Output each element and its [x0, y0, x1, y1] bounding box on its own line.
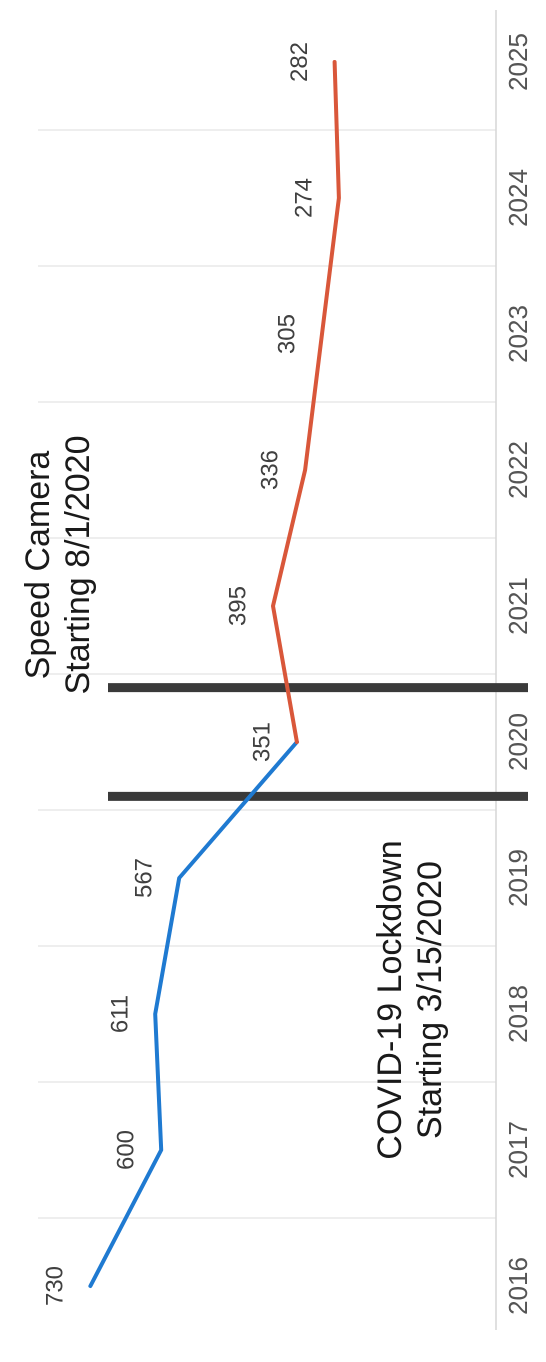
series-line [88, 740, 299, 1288]
event-annotation-text: Starting 3/15/2020 [411, 861, 449, 1139]
event-annotation-text: COVID-19 Lockdown [371, 840, 409, 1159]
data-label: 611 [107, 995, 134, 1033]
x-tick-label: 2020 [503, 713, 533, 771]
x-tick-label: 2017 [503, 1121, 533, 1179]
data-label: 351 [248, 722, 275, 762]
x-tick-label: 2021 [503, 577, 533, 635]
x-tick-label: 2024 [503, 169, 533, 227]
series-lines [88, 60, 341, 1288]
data-label: 282 [286, 42, 313, 82]
x-tick-label: 2019 [503, 849, 533, 907]
x-tick-label: 2016 [503, 1257, 533, 1315]
x-axis: 2016 2017 2018 2019 2020 2021 2022 2023 2024 2025 [495, 10, 533, 1330]
x-tick-label: 2018 [503, 985, 533, 1043]
event-annotation-text: Speed Camera [19, 451, 57, 680]
grid-lines [38, 129, 496, 1219]
data-label: 395 [224, 586, 251, 626]
series-line [271, 60, 341, 744]
data-label: 274 [290, 178, 317, 218]
x-tick-label: 2022 [503, 441, 533, 499]
event-markers [108, 683, 528, 801]
event-annotation-text: Starting 8/1/2020 [59, 436, 97, 695]
data-label: 336 [256, 450, 283, 490]
x-tick-label: 2023 [503, 305, 533, 363]
data-labels: 730 600 611 567 351 395 336 305 274 282 [42, 42, 318, 1306]
event-annotations: COVID-19 Lockdown Starting 3/15/2020 Speed… [19, 436, 449, 1160]
x-tick-label: 2025 [503, 33, 533, 91]
data-label: 600 [113, 1130, 140, 1170]
data-label: 305 [273, 314, 300, 354]
data-label: 567 [131, 858, 158, 898]
data-label: 730 [42, 1266, 69, 1306]
